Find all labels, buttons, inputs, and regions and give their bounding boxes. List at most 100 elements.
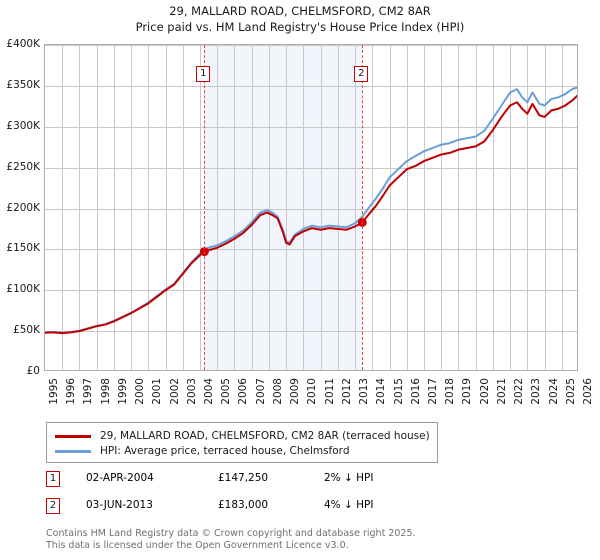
x-axis-tick-label: 2010 — [306, 378, 319, 405]
x-axis-tick-label: 1996 — [65, 378, 78, 405]
gridline-vertical — [217, 45, 218, 370]
gridline-vertical — [510, 45, 511, 370]
y-axis-tick-label: £150K — [6, 242, 40, 255]
x-axis-tick-label: 2013 — [358, 378, 371, 405]
y-axis-tick-label: £200K — [6, 201, 40, 214]
y-axis-tick-label: £350K — [6, 78, 40, 91]
gridline-vertical — [303, 45, 304, 370]
x-axis-tick-label: 2002 — [168, 378, 181, 405]
transaction-date-2: 03-JUN-2013 — [86, 499, 153, 511]
x-axis-tick-label: 2005 — [220, 378, 233, 405]
gridline-horizontal — [45, 168, 577, 169]
legend-item-hpi: HPI: Average price, terraced house, Chel… — [55, 444, 429, 458]
x-axis-tick-label: 2007 — [254, 378, 267, 405]
x-axis-tick-label: 2011 — [323, 378, 336, 405]
gridline-vertical — [148, 45, 149, 370]
legend-swatch-hpi — [55, 449, 91, 453]
gridline-vertical — [458, 45, 459, 370]
event-vertical-line — [362, 45, 363, 370]
gridline-horizontal — [45, 249, 577, 250]
legend-item-property: 29, MALLARD ROAD, CHELMSFORD, CM2 8AR (t… — [55, 429, 430, 443]
event-vertical-line — [204, 45, 205, 370]
gridline-horizontal — [45, 45, 577, 46]
y-axis-tick-label: £400K — [6, 38, 40, 50]
footer-line-2: This data is licensed under the Open Gov… — [46, 539, 349, 551]
gridline-vertical — [97, 45, 98, 370]
x-axis-tick-label: 1995 — [48, 378, 60, 405]
y-axis-tick-label: £100K — [6, 283, 40, 296]
transaction-delta-2: 4% ↓ HPI — [324, 499, 374, 511]
gridline-horizontal — [45, 209, 577, 210]
gridline-vertical — [252, 45, 253, 370]
x-axis-tick-label: 2004 — [203, 378, 216, 405]
x-axis-ticks: 1995 1996 1997 1998 1999 2000 2001 2002 2003 2004… — [0, 378, 600, 418]
transaction-list: 1 02-APR-2004 £147,250 2% ↓ HPI 2 03-JUN… — [46, 470, 476, 524]
x-axis-tick-label: 2026 — [582, 378, 594, 405]
x-axis-tick-label: 1997 — [82, 378, 95, 405]
legend-label-hpi: HPI: Average price, terraced house, Chel… — [100, 445, 350, 457]
x-axis-tick-label: 2025 — [564, 378, 577, 405]
gridline-vertical — [527, 45, 528, 370]
gridline-vertical — [562, 45, 563, 370]
x-axis-tick-label: 1999 — [116, 378, 129, 405]
gridline-vertical — [372, 45, 373, 370]
transaction-badge-2: 2 — [46, 498, 60, 514]
y-axis-tick-label: £0 — [26, 365, 40, 377]
gridline-vertical — [269, 45, 270, 370]
chart-legend: 29, MALLARD ROAD, CHELMSFORD, CM2 8AR (t… — [46, 422, 438, 463]
gridline-horizontal — [45, 331, 577, 332]
gridline-vertical — [476, 45, 477, 370]
gridline-vertical — [321, 45, 322, 370]
series-line — [45, 94, 577, 335]
transaction-date-1: 02-APR-2004 — [86, 472, 154, 484]
gridline-vertical — [545, 45, 546, 370]
gridline-vertical — [338, 45, 339, 370]
legend-label-property: 29, MALLARD ROAD, CHELMSFORD, CM2 8AR (t… — [100, 430, 430, 442]
gridline-vertical — [390, 45, 391, 370]
gridline-horizontal — [45, 86, 577, 87]
y-axis-tick-label: £300K — [6, 119, 40, 132]
transaction-row: 2 03-JUN-2013 £183,000 4% ↓ HPI — [46, 497, 476, 524]
title-line-2: Price paid vs. HM Land Registry's House … — [135, 20, 465, 34]
x-axis-tick-label: 2006 — [237, 378, 250, 405]
plot-area — [44, 44, 578, 371]
gridline-vertical — [424, 45, 425, 370]
footer-line-1: Contains HM Land Registry data © Crown c… — [46, 528, 416, 539]
x-axis-tick-label: 1998 — [99, 378, 112, 405]
series-lines — [45, 86, 577, 335]
x-axis-tick-label: 2012 — [340, 378, 353, 405]
x-axis-tick-label: 2017 — [426, 378, 439, 405]
x-axis-tick-label: 2014 — [375, 378, 388, 405]
chart-area: £0 £50K £100K £150K £200K £250K £300K £350K £400… — [0, 38, 600, 378]
event-number-box-2[interactable]: 2 — [354, 66, 369, 82]
gridline-vertical — [166, 45, 167, 370]
gridline-vertical — [62, 45, 63, 370]
x-axis-tick-label: 2020 — [478, 378, 491, 405]
gridline-vertical — [183, 45, 184, 370]
gridline-vertical — [131, 45, 132, 370]
x-axis-tick-label: 2024 — [547, 378, 560, 405]
x-axis-tick-label: 2019 — [461, 378, 474, 405]
x-axis-tick-label: 2018 — [444, 378, 457, 405]
x-axis-tick-label: 2000 — [134, 378, 147, 405]
gridline-vertical — [286, 45, 287, 370]
x-axis-tick-label: 2023 — [530, 378, 543, 405]
x-axis-tick-label: 2016 — [409, 378, 422, 405]
gridline-vertical — [234, 45, 235, 370]
footer-attribution: Contains HM Land Registry data © Crown c… — [46, 528, 586, 551]
gridline-vertical — [493, 45, 494, 370]
gridline-vertical — [407, 45, 408, 370]
gridline-vertical — [200, 45, 201, 370]
x-axis-tick-label: 2003 — [185, 378, 198, 405]
y-axis-tick-label: £250K — [6, 160, 40, 173]
x-axis-tick-label: 2008 — [271, 378, 284, 405]
transaction-badge-1: 1 — [46, 471, 60, 487]
event-number-box-1[interactable]: 1 — [196, 66, 211, 82]
title-line-1: 29, MALLARD ROAD, CHELMSFORD, CM2 8AR — [169, 4, 431, 18]
gridline-vertical — [355, 45, 356, 370]
page-title: 29, MALLARD ROAD, CHELMSFORD, CM2 8AR Pr… — [0, 3, 600, 35]
x-axis-tick-label: 2009 — [289, 378, 302, 405]
transaction-row: 1 02-APR-2004 £147,250 2% ↓ HPI — [46, 470, 476, 497]
x-axis-tick-label: 2021 — [495, 378, 508, 405]
